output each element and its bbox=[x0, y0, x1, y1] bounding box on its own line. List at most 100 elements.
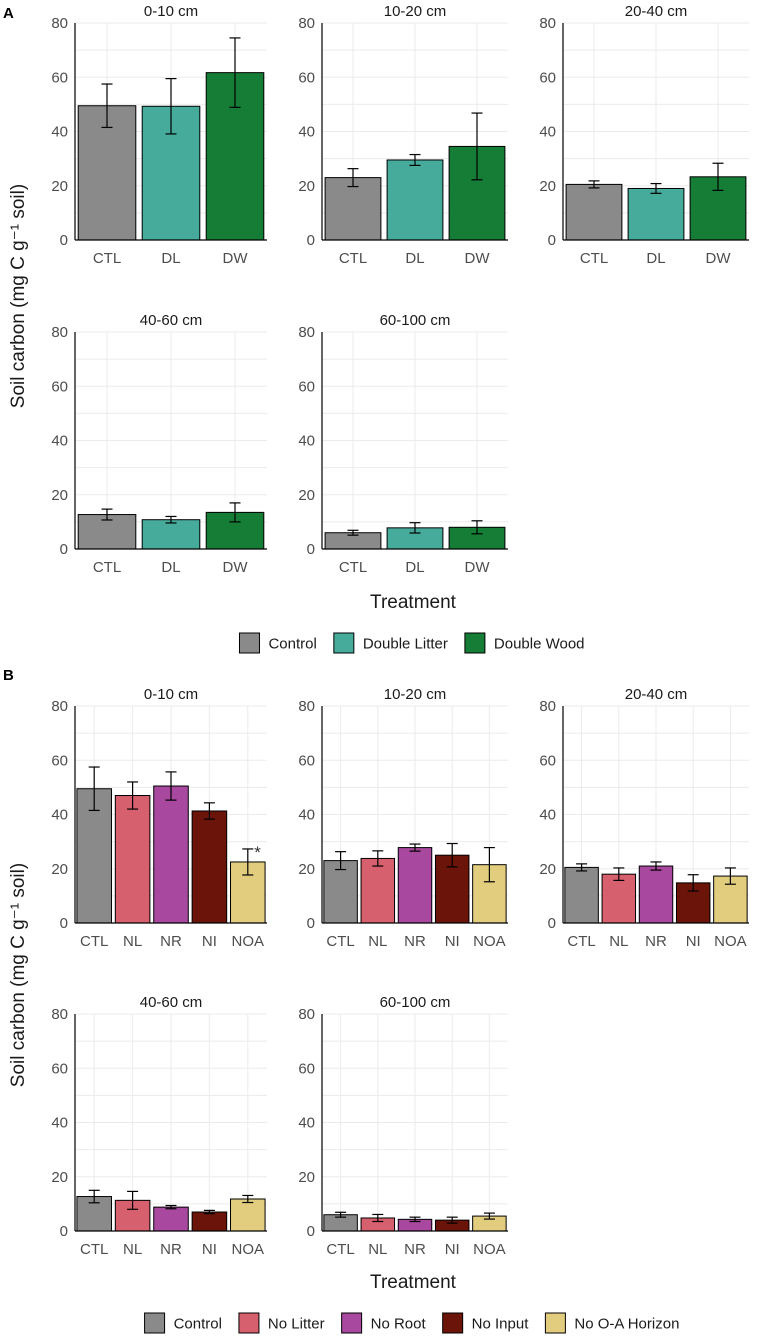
x-tick-label-DW: DW bbox=[223, 559, 249, 576]
bar-NOA bbox=[230, 1198, 266, 1232]
x-tick-label-NOA: NOA bbox=[473, 1241, 506, 1258]
legend-item-CTL: Control bbox=[144, 1312, 222, 1334]
panel-title: 40-60 cm bbox=[140, 312, 203, 329]
y-tick-label: 40 bbox=[539, 124, 556, 141]
legend-label-DL: Double Litter bbox=[363, 636, 448, 653]
y-tick-label: 80 bbox=[298, 324, 315, 341]
y-tick-label: 0 bbox=[307, 232, 315, 249]
x-tick-label-CTL: CTL bbox=[326, 1241, 354, 1258]
legend-label-NI: No Input bbox=[472, 1316, 530, 1333]
y-tick-label: 40 bbox=[51, 1115, 68, 1132]
legend-swatch-NR bbox=[341, 1312, 363, 1334]
x-tick-label-DW: DW bbox=[223, 250, 249, 267]
x-tick-label-CTL: CTL bbox=[93, 250, 121, 267]
legend-item-DW: Double Wood bbox=[464, 632, 585, 654]
legend-label-NOA: No O-A Horizon bbox=[574, 1316, 679, 1333]
y-tick-label: 40 bbox=[539, 807, 556, 824]
y-tick-label: 0 bbox=[307, 915, 315, 932]
panel-title: 40-60 cm bbox=[140, 994, 203, 1011]
x-tick-label-DL: DL bbox=[161, 250, 180, 267]
y-tick-label: 20 bbox=[298, 487, 315, 504]
y-tick-label: 60 bbox=[51, 378, 68, 395]
panel-10-20-cm: 0 20 40 60 80 CTL DL DW 10-20 cm bbox=[298, 3, 508, 267]
error-bar-CTL bbox=[101, 508, 113, 521]
error-bar-NI bbox=[687, 874, 699, 892]
legend-a: Control Double Litter Double Wood bbox=[238, 632, 585, 654]
error-bar-NR bbox=[650, 861, 662, 871]
legend-label-DW: Double Wood bbox=[494, 636, 585, 653]
y-tick-label: 80 bbox=[298, 698, 315, 715]
panel-20-40-cm: 0 20 40 60 80 CTL NL NR NI NOA 20-40 cm bbox=[539, 686, 749, 950]
error-bar-CTL bbox=[347, 529, 359, 536]
error-bar-NOA bbox=[483, 846, 495, 883]
panel-title: 10-20 cm bbox=[384, 3, 447, 20]
bar-DL bbox=[141, 519, 201, 550]
error-bar-NL bbox=[372, 850, 384, 867]
bar-NR bbox=[153, 785, 189, 924]
x-tick-label-DW: DW bbox=[465, 250, 491, 267]
y-tick-label: 0 bbox=[60, 541, 68, 558]
legend-item-CTL: Control bbox=[238, 632, 317, 654]
error-bar-NI bbox=[203, 1209, 215, 1215]
error-bar-DW bbox=[229, 37, 241, 108]
error-bar-CTL bbox=[88, 1189, 100, 1204]
x-tick-label-DL: DL bbox=[405, 559, 424, 576]
legend-item-DL: Double Litter bbox=[333, 632, 448, 654]
legend-b: Control No Litter No Root No Input No O-A Ho… bbox=[144, 1312, 679, 1334]
error-bar-CTL bbox=[335, 1211, 347, 1218]
y-tick-label: 0 bbox=[60, 1223, 68, 1240]
bar-NR bbox=[153, 1206, 189, 1232]
bar-NL bbox=[360, 857, 396, 924]
panel-title: 60-100 cm bbox=[380, 994, 451, 1011]
section-a-panels: 0 20 40 60 80 CTL DL DW 0-10 cm 0 20 40 60 80 CTL DL DW 1… bbox=[51, 3, 749, 576]
y-tick-label: 40 bbox=[298, 1115, 315, 1132]
legend-swatch-DL bbox=[333, 632, 355, 654]
y-tick-label: 40 bbox=[298, 807, 315, 824]
error-bar-NOA bbox=[483, 1212, 495, 1220]
error-bar-NOA bbox=[242, 848, 254, 876]
bar-NR bbox=[397, 847, 433, 924]
legend-label-CTL: Control bbox=[268, 636, 316, 653]
y-tick-label: 60 bbox=[298, 378, 315, 395]
legend-item-NR: No Root bbox=[341, 1312, 427, 1334]
bar-NL bbox=[114, 795, 151, 924]
error-bar-DL bbox=[650, 182, 662, 194]
x-tick-label-NI: NI bbox=[445, 933, 460, 950]
legend-item-NI: No Input bbox=[442, 1312, 530, 1334]
x-tick-label-NR: NR bbox=[160, 1241, 182, 1258]
y-tick-label: 80 bbox=[539, 15, 556, 32]
error-bar-CTL bbox=[88, 766, 100, 812]
panel-title: 0-10 cm bbox=[144, 3, 198, 20]
y-tick-label: 60 bbox=[298, 752, 315, 769]
panel-0-10-cm: 0 20 40 60 80 CTL NL NR NI * NOA 0-10 cm bbox=[51, 686, 267, 950]
x-tick-label-NR: NR bbox=[160, 933, 182, 950]
x-tick-label-DL: DL bbox=[646, 250, 665, 267]
error-bar-DW bbox=[712, 162, 724, 191]
legend-label-NR: No Root bbox=[371, 1316, 427, 1333]
x-axis-title-b: Treatment bbox=[370, 1272, 457, 1293]
error-bar-DL bbox=[409, 522, 421, 534]
x-tick-label-NOA: NOA bbox=[232, 1241, 265, 1258]
x-tick-label-NR: NR bbox=[404, 933, 426, 950]
error-bar-DW bbox=[471, 520, 483, 535]
y-tick-label: 20 bbox=[51, 487, 68, 504]
x-tick-label-DL: DL bbox=[405, 250, 424, 267]
y-axis-title-a: Soil carbon (mg C g⁻¹ soil) bbox=[8, 184, 29, 408]
x-tick-label-NL: NL bbox=[609, 933, 628, 950]
y-tick-label: 80 bbox=[51, 324, 68, 341]
panel-title: 60-100 cm bbox=[380, 312, 451, 329]
x-tick-label-NL: NL bbox=[368, 1241, 387, 1258]
error-bar-CTL bbox=[588, 180, 600, 189]
y-tick-label: 20 bbox=[298, 861, 315, 878]
panel-title: 20-40 cm bbox=[625, 3, 688, 20]
panel-10-20-cm: 0 20 40 60 80 CTL NL NR NI NOA 10-20 cm bbox=[298, 686, 508, 950]
error-bar-NL bbox=[372, 1213, 384, 1223]
error-bar-NR bbox=[165, 1204, 177, 1210]
legend-item-NL: No Litter bbox=[238, 1312, 325, 1334]
panel-60-100-cm: 0 20 40 60 80 CTL NL NR NI NOA 60-100 cm bbox=[298, 994, 508, 1258]
error-bar-NR bbox=[165, 771, 177, 801]
x-tick-label-CTL: CTL bbox=[326, 933, 354, 950]
legend-label-NL: No Litter bbox=[268, 1316, 325, 1333]
error-bar-DW bbox=[471, 112, 483, 181]
y-tick-label: 0 bbox=[60, 915, 68, 932]
